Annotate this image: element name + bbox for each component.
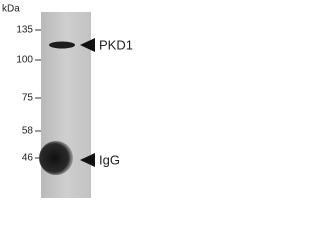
- page: kDa 135 100 75 58 46 PKD1 IgG (() => { c…: [0, 0, 150, 198]
- arrow: [80, 38, 95, 52]
- band-label: PKD1: [99, 37, 133, 52]
- marker-label: 46: [22, 153, 34, 164]
- marker-label: 58: [22, 126, 34, 137]
- blot-figure: kDa 135 100 75 58 46 PKD1 IgG: [2, 4, 133, 198]
- igg-band: [39, 141, 73, 175]
- marker-label: 135: [16, 25, 33, 36]
- marker-ticks: [35, 29, 41, 159]
- marker-label: 75: [22, 93, 34, 104]
- unit-label: kDa: [2, 4, 20, 15]
- marker-label: 100: [16, 55, 33, 66]
- arrow: [80, 153, 95, 167]
- band-label: IgG: [99, 152, 120, 167]
- pkd1-band: [49, 41, 75, 49]
